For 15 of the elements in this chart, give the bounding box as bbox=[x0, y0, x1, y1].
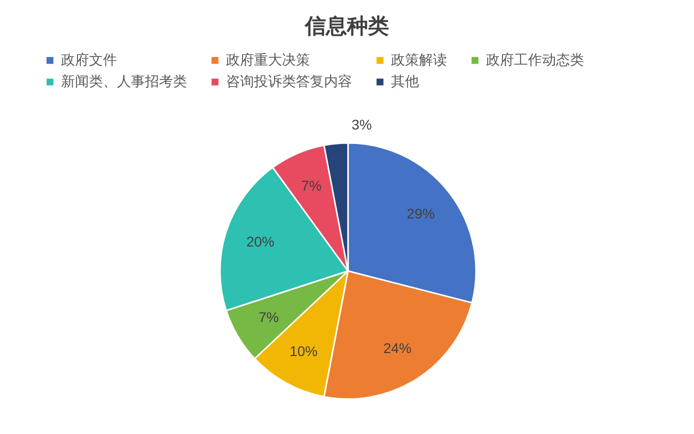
data-label: 29% bbox=[406, 206, 435, 222]
legend-label: 咨询投诉类答复内容 bbox=[226, 74, 352, 90]
legend-label: 政府文件 bbox=[61, 52, 117, 68]
data-label: 7% bbox=[301, 177, 322, 194]
data-label: 10% bbox=[290, 342, 318, 359]
chart-title: 信息种类 bbox=[304, 13, 389, 38]
legend-label: 政策解读 bbox=[391, 52, 447, 68]
data-label: 20% bbox=[246, 234, 274, 250]
data-label: 24% bbox=[383, 340, 412, 356]
legend-label: 新闻类、人事招考类 bbox=[61, 74, 187, 90]
data-label: 3% bbox=[352, 116, 372, 133]
legend-label: 政府工作动态类 bbox=[486, 52, 584, 68]
data-label: 7% bbox=[258, 308, 279, 325]
legend-label: 其他 bbox=[391, 74, 419, 90]
legend-label: 政府重大决策 bbox=[226, 52, 310, 68]
